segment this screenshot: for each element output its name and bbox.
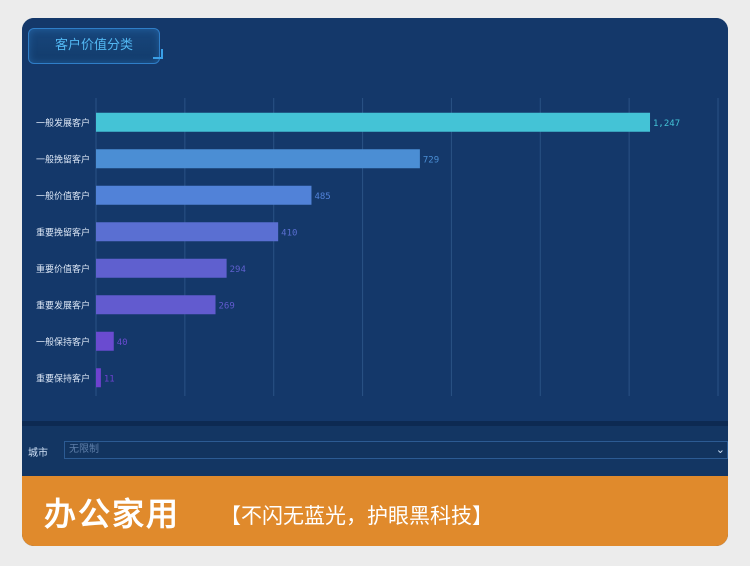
filter-row: 城市 无限制 ⌄ — [22, 426, 728, 476]
bar-value-label: 11 — [104, 374, 115, 384]
bar-value-label: 485 — [314, 192, 330, 202]
bar[interactable] — [96, 149, 420, 169]
category-label: 重要保持客户 — [36, 372, 90, 384]
category-label: 一般挽留客户 — [36, 153, 90, 165]
promo-sub-text: 【不闪无蓝光，护眼黑科技】 — [220, 504, 493, 528]
bar[interactable] — [96, 222, 279, 242]
panel-title: 客户价值分类 — [28, 28, 163, 64]
customer-value-bar-chart: 一般发展客户 1,247 一般挽留客户 729 一般价值客户 485 重要挽留客户 410 重要… — [36, 98, 719, 396]
bar-value-label: 729 — [423, 155, 439, 165]
separator — [22, 421, 728, 426]
bar[interactable] — [96, 185, 312, 205]
bar-value-label: 1,247 — [653, 119, 680, 129]
category-label: 重要挽留客户 — [36, 226, 90, 238]
promo-main-text: 办公家用 — [44, 495, 181, 533]
bar[interactable] — [96, 368, 101, 388]
chart-panel: 客户价值分类 一般发展客户 1,247 一般挽留客户 729 一般价值客户 485 重要挽留… — [22, 18, 728, 423]
category-label: 重要发展客户 — [36, 299, 90, 311]
city-label: 城市 — [28, 448, 48, 459]
city-select[interactable]: 无限制 ⌄ — [64, 441, 728, 459]
bar[interactable] — [96, 112, 651, 132]
chevron-down-icon[interactable]: ⌄ — [715, 443, 725, 456]
app-screen: 客户价值分类 一般发展客户 1,247 一般挽留客户 729 一般价值客户 485 重要挽留… — [22, 18, 728, 546]
city-select-placeholder: 无限制 — [69, 444, 99, 455]
bar-value-label: 269 — [219, 301, 235, 311]
category-label: 一般保持客户 — [36, 336, 90, 348]
bar-value-label: 410 — [281, 228, 297, 238]
bar[interactable] — [96, 331, 114, 351]
bar-value-label: 294 — [230, 265, 246, 275]
category-label: 重要价值客户 — [36, 263, 90, 275]
category-label: 一般发展客户 — [36, 117, 90, 129]
bar[interactable] — [96, 295, 216, 315]
category-label: 一般价值客户 — [36, 190, 90, 202]
promo-banner: 办公家用 【不闪无蓝光，护眼黑科技】 — [22, 476, 728, 546]
bar-value-label: 40 — [117, 338, 128, 348]
bar[interactable] — [96, 258, 227, 278]
